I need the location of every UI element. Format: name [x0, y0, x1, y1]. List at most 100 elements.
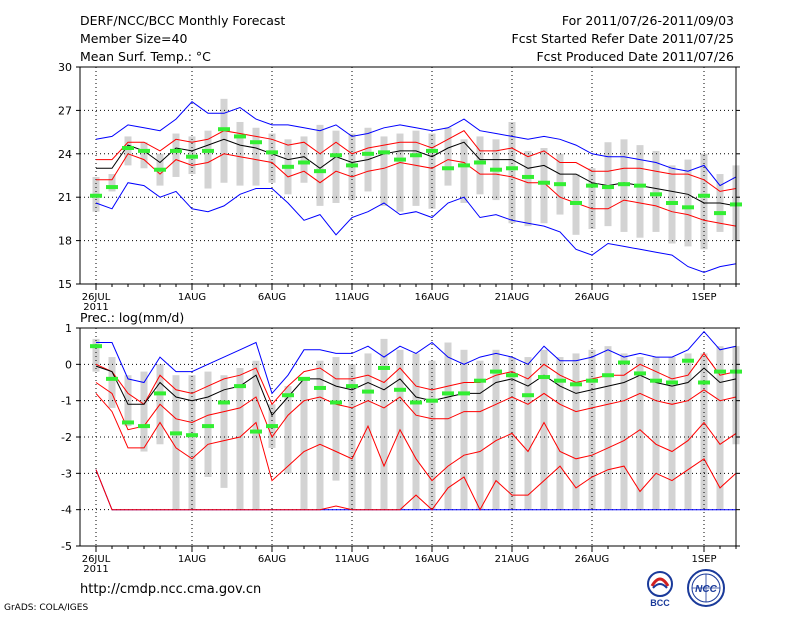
p1-mean-marker [618, 182, 630, 187]
p2-spread-bar [332, 357, 340, 481]
p1-y-tick-label: 18 [58, 235, 72, 248]
p2-y-tick-label: -5 [61, 540, 72, 553]
p2-spread-bar [604, 346, 612, 510]
p2-mean-marker [218, 400, 230, 405]
p2-spread-bar [380, 338, 388, 510]
p2-spread-bar [364, 353, 372, 510]
p2-mean-marker [650, 378, 662, 383]
forecast-period: For 2011/07/26-2011/09/03 [561, 13, 734, 28]
p2-spread-bar [220, 375, 228, 488]
p2-x-tick-label: 6AUG [258, 554, 286, 565]
p2-mean-marker [538, 375, 550, 380]
p2-spread-bar [492, 349, 500, 510]
p1-mean-marker [506, 166, 518, 171]
p1-x-tick-label: 16AUG [415, 292, 450, 303]
p2-spread-bar [236, 367, 244, 510]
p2-mean-marker [282, 393, 294, 398]
p2-mean-marker [442, 391, 454, 396]
site-url[interactable]: http://cmdp.ncc.cma.gov.cn [80, 582, 262, 597]
p1-x-tick-label: 6AUG [258, 292, 286, 303]
p1-spread-bar [444, 127, 452, 186]
p2-mean-marker [314, 385, 326, 390]
p1-x-tick-label: 21AUG [495, 292, 530, 303]
p2-mean-marker [714, 369, 726, 374]
p1-mean-marker [634, 183, 646, 188]
p2-mean-marker [522, 393, 534, 398]
produced-date: Fcst Produced Date 2011/07/26 [536, 49, 734, 64]
p2-spread-bar [540, 349, 548, 510]
p1-mean-marker [666, 200, 678, 205]
p1-mean-marker [122, 146, 134, 151]
p2-x-tick-label: 11AUG [335, 554, 370, 565]
p1-mean-marker [170, 148, 182, 153]
p2-mean-marker [458, 391, 470, 396]
p1-mean-marker [378, 150, 390, 155]
p1-spread-bar [524, 150, 532, 227]
p1-spread-bar [316, 124, 324, 206]
p1-spread-bar [700, 153, 708, 250]
p2-mean-marker [490, 369, 502, 374]
p1-x-tick-label: 11AUG [335, 292, 370, 303]
p2-mean-marker [682, 358, 694, 363]
p1-mean-marker [362, 151, 374, 156]
p1-mean-marker [138, 148, 150, 153]
p2-mean-marker [202, 424, 214, 429]
p1-mean-marker [426, 148, 438, 153]
p1-mean-marker [314, 169, 326, 174]
p2-spread-bar [476, 360, 484, 510]
p1-mean-marker [602, 185, 614, 190]
p1-mean-marker [474, 160, 486, 165]
p2-ensemble-max-line [96, 330, 737, 395]
p2-spread-bar [188, 375, 196, 510]
p2-lower-percentile-3-line [95, 458, 737, 511]
p1-mean-marker [714, 211, 726, 216]
bcc-logo: BCC [647, 571, 673, 608]
p1-spread-bar [652, 150, 660, 232]
p2-spread-bar [108, 357, 116, 408]
p2-mean-marker [586, 378, 598, 383]
p1-spread-bar [604, 142, 612, 227]
p1-spread-bar [476, 136, 484, 195]
variable-label: Mean Surf. Temp.: °C [80, 49, 211, 64]
p2-mean-marker [618, 360, 630, 365]
p2-y-tick-label: -3 [61, 467, 72, 480]
p1-mean-marker [266, 150, 278, 155]
p2-spread-bar [92, 338, 100, 372]
p1-mean-marker [106, 185, 118, 190]
p2-spread-bar [412, 353, 420, 510]
p2-mean-marker [234, 384, 246, 389]
p1-spread-bar [412, 130, 420, 206]
p2-mean-marker [474, 378, 486, 383]
p2-y-tick-label: -4 [61, 504, 72, 517]
p1-x-year-label: 2011 [83, 302, 108, 313]
p1-lower-percentile-line [96, 153, 737, 227]
p1-y-tick-label: 15 [58, 278, 72, 291]
p2-spread-bar [284, 386, 292, 474]
p1-spread-bar [508, 121, 516, 224]
p2-lower-percentile-line [95, 382, 737, 439]
p2-spread-bar [620, 353, 628, 510]
p1-spread-bar [684, 159, 692, 247]
p1-x-tick-label: 26JUL [82, 292, 111, 303]
p1-mean-marker [330, 153, 342, 158]
p1-spread-bar [540, 148, 548, 224]
p1-y-tick-label: 27 [58, 104, 72, 117]
p2-x-tick-label: 16AUG [415, 554, 450, 565]
p2-spread-bar [140, 371, 148, 452]
p2-lower-percentile-2-line [95, 393, 737, 482]
p1-spread-bar [380, 136, 388, 206]
p2-spread-bar [172, 375, 180, 510]
p2-spread-bar [556, 357, 564, 510]
p2-mean-marker [602, 373, 614, 378]
p2-x-tick-label: 1SEP [691, 554, 716, 565]
p1-mean-marker [490, 167, 502, 172]
p2-spread-bar [316, 360, 324, 510]
p2-mean-marker [346, 384, 358, 389]
p1-mean-marker [650, 192, 662, 197]
p1-mean-marker [154, 167, 166, 172]
p1-upper-percentile-line [96, 130, 737, 192]
p1-plot-frame [79, 66, 737, 285]
p2-mean-marker [154, 391, 166, 396]
p2-mean-marker [570, 382, 582, 387]
svg-text:BCC: BCC [650, 598, 670, 608]
